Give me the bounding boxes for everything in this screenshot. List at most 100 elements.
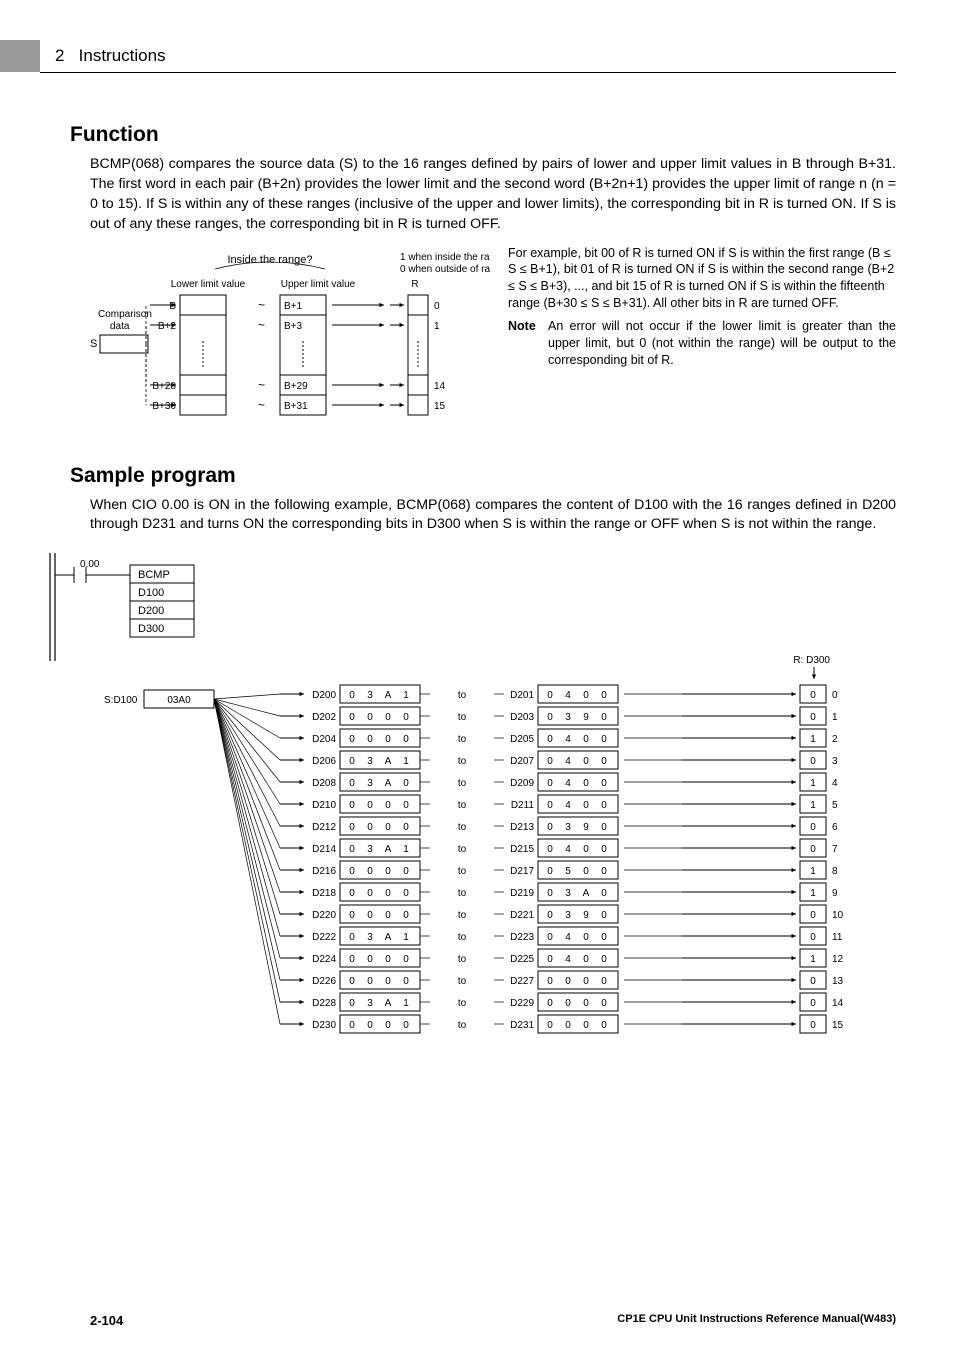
svg-text:0: 0 xyxy=(583,690,589,701)
svg-text:0: 0 xyxy=(547,954,553,965)
svg-text:0: 0 xyxy=(547,756,553,767)
svg-text:to: to xyxy=(458,954,467,965)
svg-text:0: 0 xyxy=(583,778,589,789)
svg-text:0: 0 xyxy=(367,822,373,833)
svg-text:0: 0 xyxy=(367,734,373,745)
svg-text:to: to xyxy=(458,976,467,987)
header-section: 2 Instructions xyxy=(55,46,166,66)
svg-text:Lower limit value: Lower limit value xyxy=(171,279,246,290)
svg-text:0: 0 xyxy=(810,844,816,855)
svg-text:A: A xyxy=(385,844,392,855)
svg-text:D223: D223 xyxy=(510,932,534,943)
svg-text:0: 0 xyxy=(547,778,553,789)
svg-text:D214: D214 xyxy=(312,844,336,855)
svg-text:4: 4 xyxy=(565,932,571,943)
svg-text:D220: D220 xyxy=(312,910,336,921)
svg-text:0: 0 xyxy=(547,998,553,1009)
page-footer: 2-104 CP1E CPU Unit Instructions Referen… xyxy=(90,1313,896,1328)
svg-text:to: to xyxy=(458,734,467,745)
svg-text:0: 0 xyxy=(349,822,355,833)
svg-text:13: 13 xyxy=(832,976,844,987)
svg-text:D228: D228 xyxy=(312,998,336,1009)
svg-text:0: 0 xyxy=(349,954,355,965)
svg-text:4: 4 xyxy=(565,800,571,811)
svg-text:to: to xyxy=(458,690,467,701)
svg-text:3: 3 xyxy=(367,756,373,767)
svg-text:0: 0 xyxy=(349,1020,355,1031)
function-title: Function xyxy=(70,123,896,147)
function-right-text: For example, bit 00 of R is turned ON if… xyxy=(508,245,896,450)
svg-text:0: 0 xyxy=(547,800,553,811)
svg-text:D207: D207 xyxy=(510,756,534,767)
svg-text:0: 0 xyxy=(349,690,355,701)
note-text: An error will not occur if the lower lim… xyxy=(548,318,896,369)
svg-text:0: 0 xyxy=(547,690,553,701)
svg-text:D217: D217 xyxy=(510,866,534,877)
svg-text:D203: D203 xyxy=(510,712,534,723)
svg-text:D230: D230 xyxy=(312,1020,336,1031)
svg-text:~: ~ xyxy=(258,318,265,332)
svg-text:D204: D204 xyxy=(312,734,336,745)
svg-text:0: 0 xyxy=(367,712,373,723)
svg-text:0: 0 xyxy=(385,800,391,811)
svg-text:1: 1 xyxy=(403,690,409,701)
svg-text:0: 0 xyxy=(583,976,589,987)
svg-text:0: 0 xyxy=(601,778,607,789)
svg-text:0: 0 xyxy=(385,822,391,833)
svg-text:D210: D210 xyxy=(312,800,336,811)
svg-text:0 when outside of range: 0 when outside of range xyxy=(400,264,490,275)
svg-text:D300: D300 xyxy=(138,623,164,635)
svg-text:D211: D211 xyxy=(511,800,535,811)
footer-doc: CP1E CPU Unit Instructions Reference Man… xyxy=(617,1313,896,1328)
svg-text:12: 12 xyxy=(832,954,844,965)
svg-text:0: 0 xyxy=(810,910,816,921)
svg-text:0.00: 0.00 xyxy=(80,559,100,570)
svg-text:A: A xyxy=(385,690,392,701)
svg-text:0: 0 xyxy=(349,998,355,1009)
svg-text:D212: D212 xyxy=(312,822,336,833)
svg-text:0: 0 xyxy=(601,998,607,1009)
svg-text:to: to xyxy=(458,822,467,833)
svg-text:0: 0 xyxy=(385,888,391,899)
svg-text:0: 0 xyxy=(547,866,553,877)
svg-text:0: 0 xyxy=(547,910,553,921)
svg-text:3: 3 xyxy=(832,756,838,767)
svg-text:1: 1 xyxy=(403,998,409,1009)
svg-text:0: 0 xyxy=(547,888,553,899)
svg-text:0: 0 xyxy=(583,844,589,855)
svg-text:2: 2 xyxy=(832,734,838,745)
svg-text:0: 0 xyxy=(349,734,355,745)
svg-text:0: 0 xyxy=(583,932,589,943)
svg-text:0: 0 xyxy=(367,866,373,877)
svg-text:0: 0 xyxy=(349,712,355,723)
svg-text:0: 0 xyxy=(810,690,816,701)
svg-text:0: 0 xyxy=(583,734,589,745)
svg-text:0: 0 xyxy=(385,1020,391,1031)
svg-text:0: 0 xyxy=(810,976,816,987)
svg-text:0: 0 xyxy=(601,690,607,701)
svg-text:0: 0 xyxy=(565,1020,571,1031)
svg-text:3: 3 xyxy=(367,844,373,855)
svg-text:1: 1 xyxy=(810,866,816,877)
svg-text:B+3: B+3 xyxy=(284,321,303,332)
svg-text:1: 1 xyxy=(403,844,409,855)
svg-text:data: data xyxy=(110,321,130,332)
svg-text:0: 0 xyxy=(601,844,607,855)
svg-text:9: 9 xyxy=(583,712,589,723)
svg-text:0: 0 xyxy=(810,756,816,767)
svg-text:1: 1 xyxy=(810,800,816,811)
svg-text:0: 0 xyxy=(349,756,355,767)
svg-text:D200: D200 xyxy=(138,605,164,617)
svg-text:D205: D205 xyxy=(510,734,534,745)
svg-text:0: 0 xyxy=(403,910,409,921)
svg-text:A: A xyxy=(385,998,392,1009)
svg-text:0: 0 xyxy=(367,976,373,987)
svg-text:3: 3 xyxy=(367,690,373,701)
svg-text:0: 0 xyxy=(434,301,440,312)
svg-text:4: 4 xyxy=(832,778,838,789)
svg-text:~: ~ xyxy=(258,378,265,392)
svg-text:B+2: B+2 xyxy=(158,321,177,332)
svg-text:0: 0 xyxy=(565,976,571,987)
svg-text:4: 4 xyxy=(565,954,571,965)
sample-title: Sample program xyxy=(70,464,896,488)
